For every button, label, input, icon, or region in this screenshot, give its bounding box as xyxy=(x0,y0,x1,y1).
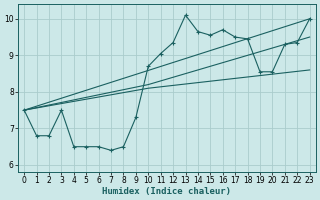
X-axis label: Humidex (Indice chaleur): Humidex (Indice chaleur) xyxy=(102,187,231,196)
